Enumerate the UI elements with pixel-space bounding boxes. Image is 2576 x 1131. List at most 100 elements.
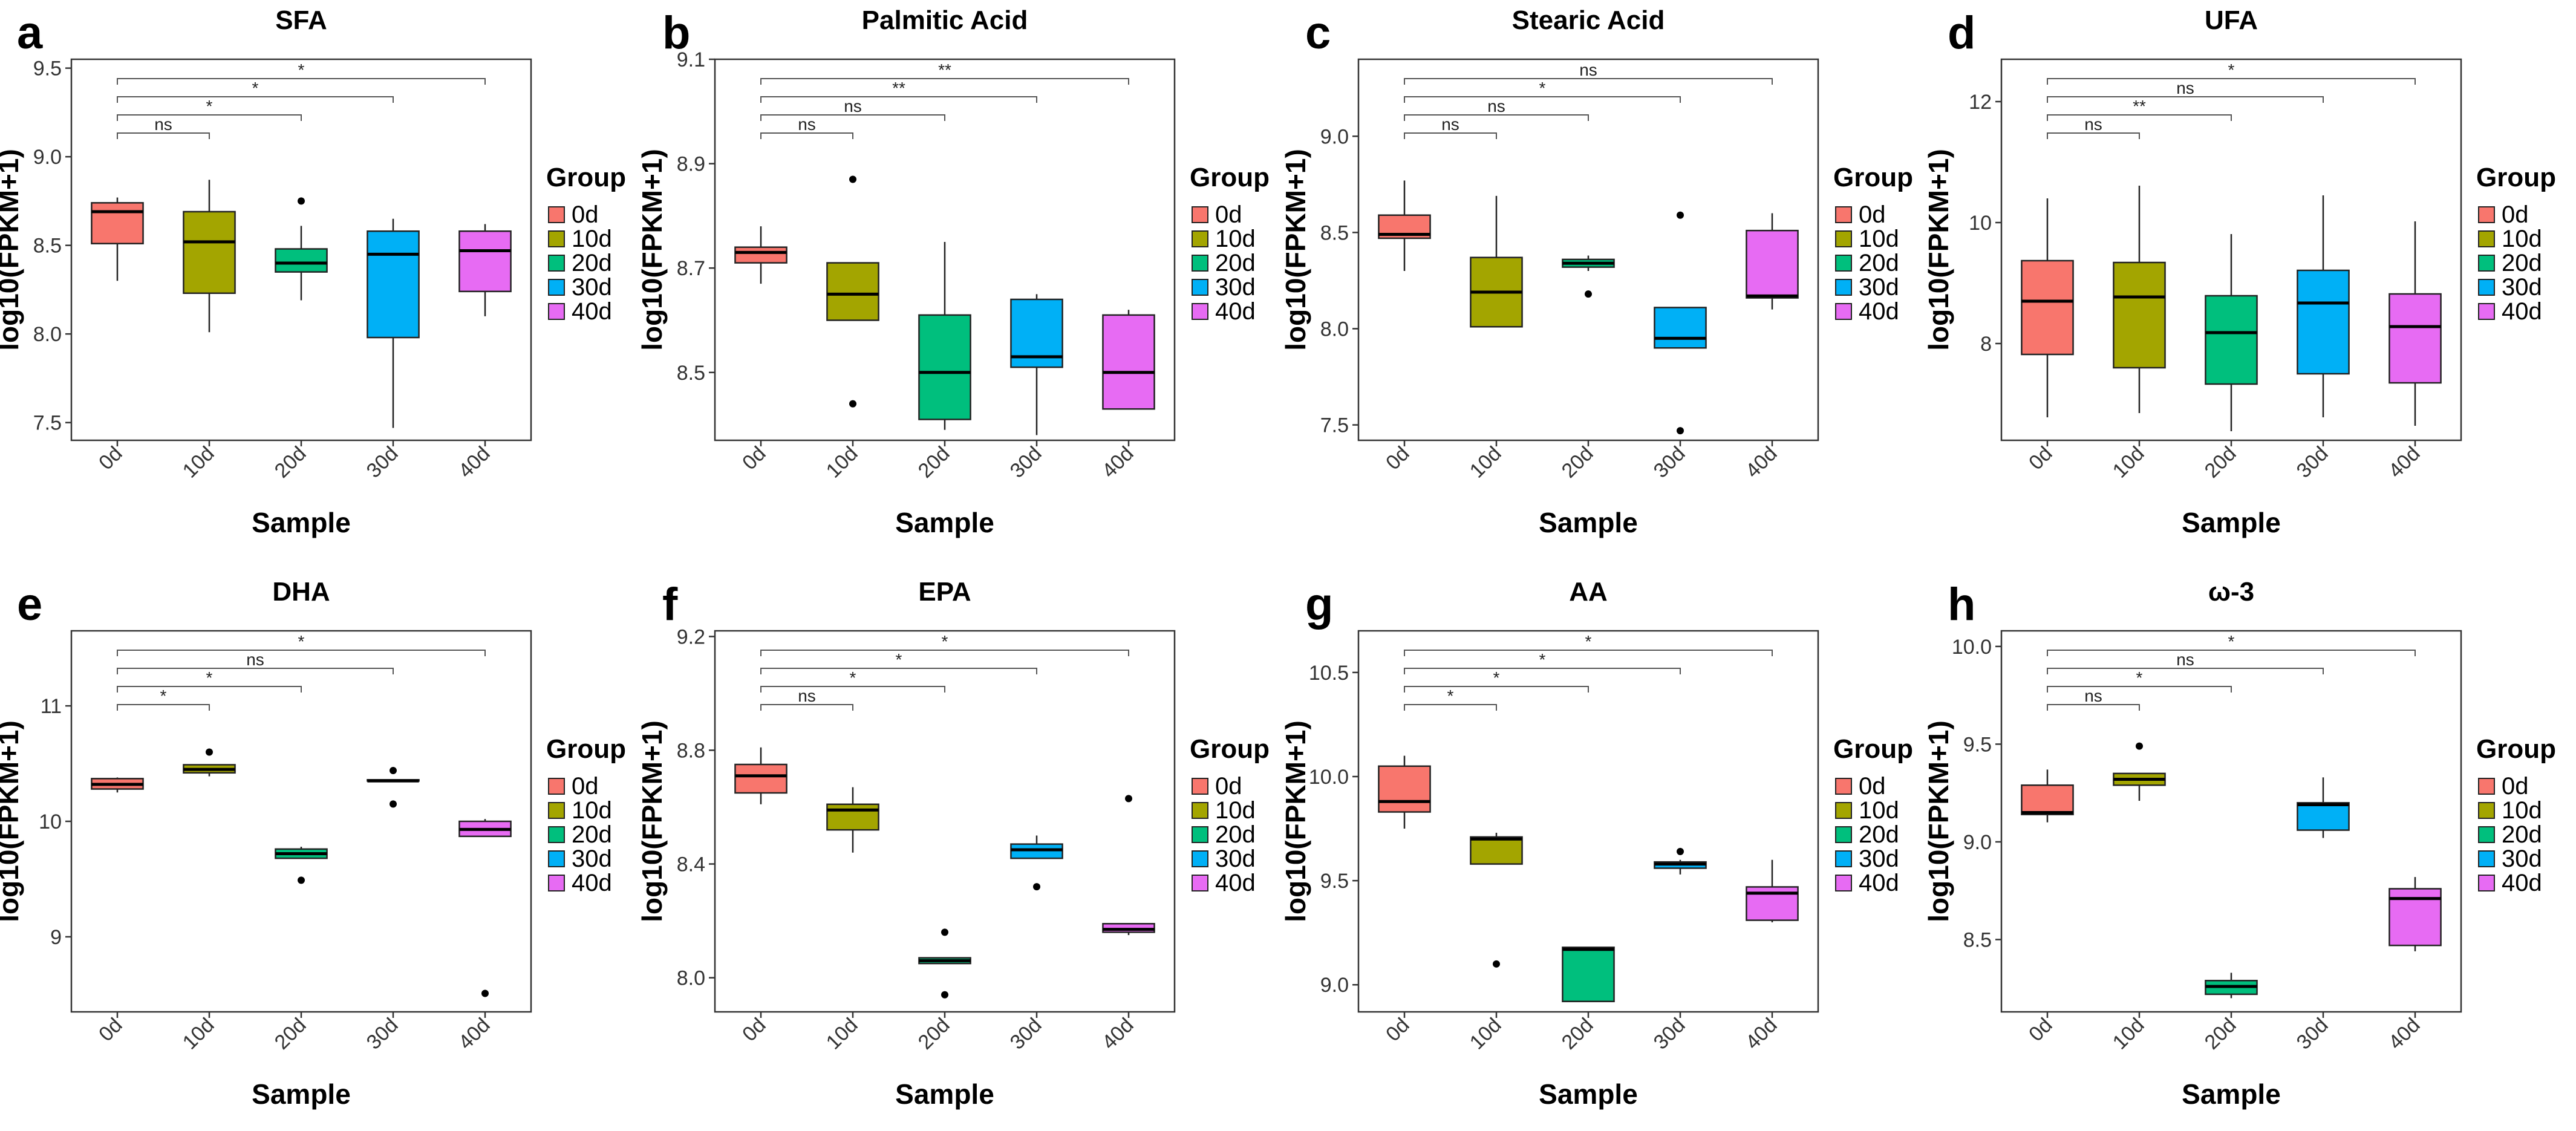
bracket-line <box>760 132 853 139</box>
legend-label: 10d <box>2502 797 2542 824</box>
y-tick-label: 9.5 <box>33 57 62 80</box>
bracket-line <box>117 650 486 656</box>
bracket-line <box>2047 650 2416 656</box>
significance-bracket: * <box>2047 60 2416 85</box>
bracket-line <box>1404 704 1497 711</box>
x-tick-label: 40d <box>1098 1014 1138 1054</box>
significance-bracket: * <box>117 668 302 693</box>
significance-label: ** <box>2133 97 2146 116</box>
panel-letter: h <box>1948 579 1975 630</box>
y-tick-label: 9.5 <box>1320 870 1349 893</box>
bracket-line <box>1404 686 1589 693</box>
y-axis-title: log10(FPKM+1) <box>0 720 24 922</box>
significance-label: ns <box>2084 686 2102 705</box>
box-20d <box>918 242 971 430</box>
box-20d <box>2205 973 2258 999</box>
box-0d <box>1378 180 1431 271</box>
x-tick-label: 30d <box>2292 442 2333 483</box>
legend-swatch <box>1192 230 1208 247</box>
chart-title: DHA <box>272 577 330 607</box>
outlier-point <box>1677 211 1684 219</box>
legend-swatch <box>1835 206 1852 223</box>
y-tick-label: 8 <box>1980 333 1992 356</box>
chart-title: ω-3 <box>2208 577 2254 607</box>
x-tick-label: 30d <box>362 442 403 483</box>
x-tick-label: 10d <box>1466 442 1506 483</box>
significance-label: ns <box>1487 97 1505 116</box>
chart-title: UFA <box>2205 5 2258 35</box>
significance-label: ns <box>154 115 172 134</box>
y-tick-label: 8.0 <box>33 323 62 346</box>
legend-label: 20d <box>1859 250 1899 276</box>
bracket-line <box>2047 668 2324 674</box>
legend-title: Group <box>1190 163 1270 192</box>
outlier-point <box>1033 883 1040 891</box>
significance-label: ns <box>2084 115 2102 134</box>
legend-swatch <box>1835 255 1852 272</box>
box-iqr <box>183 210 236 295</box>
legend-swatch <box>1835 802 1852 819</box>
box-0d <box>91 197 144 281</box>
x-axis-title: Sample <box>1539 507 1638 538</box>
significance-label: * <box>206 668 213 687</box>
significance-label: ns <box>1579 60 1597 79</box>
significance-label: * <box>1585 632 1592 651</box>
legend-label: 20d <box>1215 821 1256 848</box>
legend-title: Group <box>1833 163 1913 192</box>
legend-label: 10d <box>1859 226 1899 252</box>
significance-label: * <box>2228 632 2235 651</box>
x-tick-label: 10d <box>822 442 862 483</box>
bracket-line <box>1404 114 1589 121</box>
significance-bracket: * <box>1404 79 1681 103</box>
legend-swatch <box>548 230 565 247</box>
panel-letter: f <box>662 579 678 630</box>
bracket-line <box>117 114 302 121</box>
box-40d <box>2389 221 2442 426</box>
x-tick-label: 20d <box>914 442 954 483</box>
y-tick-label: 7.5 <box>1320 414 1349 437</box>
legend-swatch <box>1835 279 1852 296</box>
significance-label: ns <box>1441 115 1459 134</box>
significance-bracket: * <box>1404 686 1497 711</box>
x-tick-label: 30d <box>1006 1014 1046 1054</box>
significance-label: ** <box>938 60 951 79</box>
legend-label: 40d <box>572 870 612 896</box>
significance-bracket: ns <box>117 650 394 674</box>
box-40d <box>1746 213 1799 310</box>
outlier-point <box>298 197 305 205</box>
legend-swatch <box>548 206 565 223</box>
box-iqr <box>826 803 879 831</box>
significance-bracket: * <box>2047 668 2232 693</box>
plot-frame <box>714 630 1176 1013</box>
x-tick-label: 40d <box>2384 1014 2425 1054</box>
legend-label: 20d <box>2502 250 2542 276</box>
legend-label: 0d <box>1859 773 1886 800</box>
outlier-point <box>206 748 213 756</box>
panel-letter: b <box>662 7 690 59</box>
box-20d <box>275 847 328 884</box>
chart-title: Palmitic Acid <box>862 5 1028 35</box>
significance-bracket: * <box>1404 650 1681 674</box>
legend-swatch <box>1192 778 1208 795</box>
y-tick-label: 9.0 <box>1963 831 1992 854</box>
box-30d <box>367 767 420 808</box>
bracket-line <box>760 96 1037 103</box>
x-axis-title: Sample <box>1539 1078 1638 1110</box>
legend-label: 10d <box>1215 797 1256 824</box>
significance-bracket: ns <box>760 686 853 711</box>
legend-label: 0d <box>2502 201 2529 228</box>
y-tick-label: 8.5 <box>1963 928 1992 951</box>
legend-label: 0d <box>1215 201 1242 228</box>
legend-label: 40d <box>1859 870 1899 896</box>
box-20d <box>1562 947 1615 1003</box>
bracket-line <box>117 668 394 674</box>
legend-swatch <box>1835 875 1852 891</box>
bracket-line <box>117 704 210 711</box>
x-tick-label: 30d <box>362 1014 403 1054</box>
significance-label: ns <box>2176 650 2194 669</box>
